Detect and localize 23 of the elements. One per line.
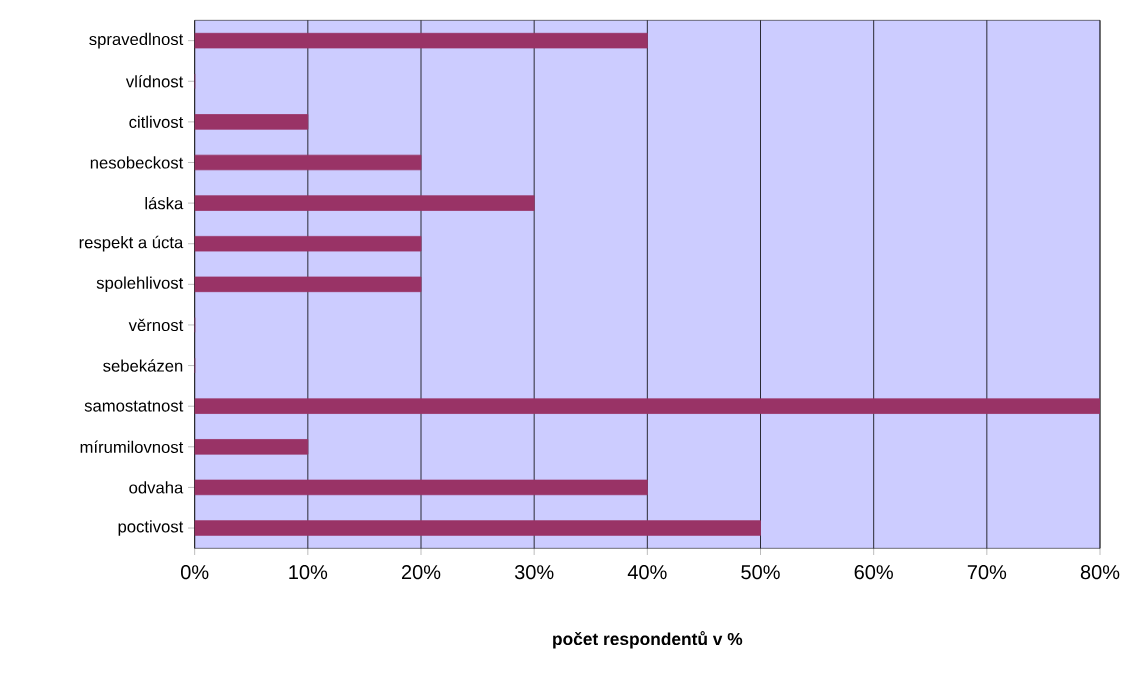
y-tick-label: odvaha	[129, 481, 184, 494]
y-tick-label: vlídnost	[125, 75, 184, 88]
y-tick-label: mírumilovnost	[80, 440, 184, 454]
x-axis-title: počet respondentů v %	[553, 631, 743, 649]
y-tick-label: spolehlivost	[96, 276, 184, 293]
x-tick-label: 80%	[1080, 565, 1120, 580]
y-tick-label: láska	[145, 196, 184, 210]
x-tick-label: 20%	[401, 565, 441, 580]
y-tick-label: sebekázen	[103, 359, 183, 372]
y-tick-label: nesobeckost	[90, 156, 184, 169]
y-tick-label: spravedlnost	[89, 32, 184, 49]
y-tick-label: citlivost	[129, 115, 184, 128]
x-tick-label: 50%	[741, 565, 780, 580]
x-tick-label: 0%	[180, 565, 209, 580]
x-tick-label: 30%	[514, 565, 554, 580]
x-tick-label: 60%	[854, 565, 893, 580]
y-tick-label: samostatnost	[84, 400, 184, 412]
x-tick-label: 40%	[627, 565, 667, 580]
y-tick-label: respekt a úcta	[79, 235, 184, 252]
y-tick-label: poctivost	[118, 520, 184, 536]
x-tick-label: 10%	[289, 565, 328, 580]
x-tick-label: 70%	[967, 565, 1007, 580]
y-tick-label: věrnost	[128, 318, 184, 332]
